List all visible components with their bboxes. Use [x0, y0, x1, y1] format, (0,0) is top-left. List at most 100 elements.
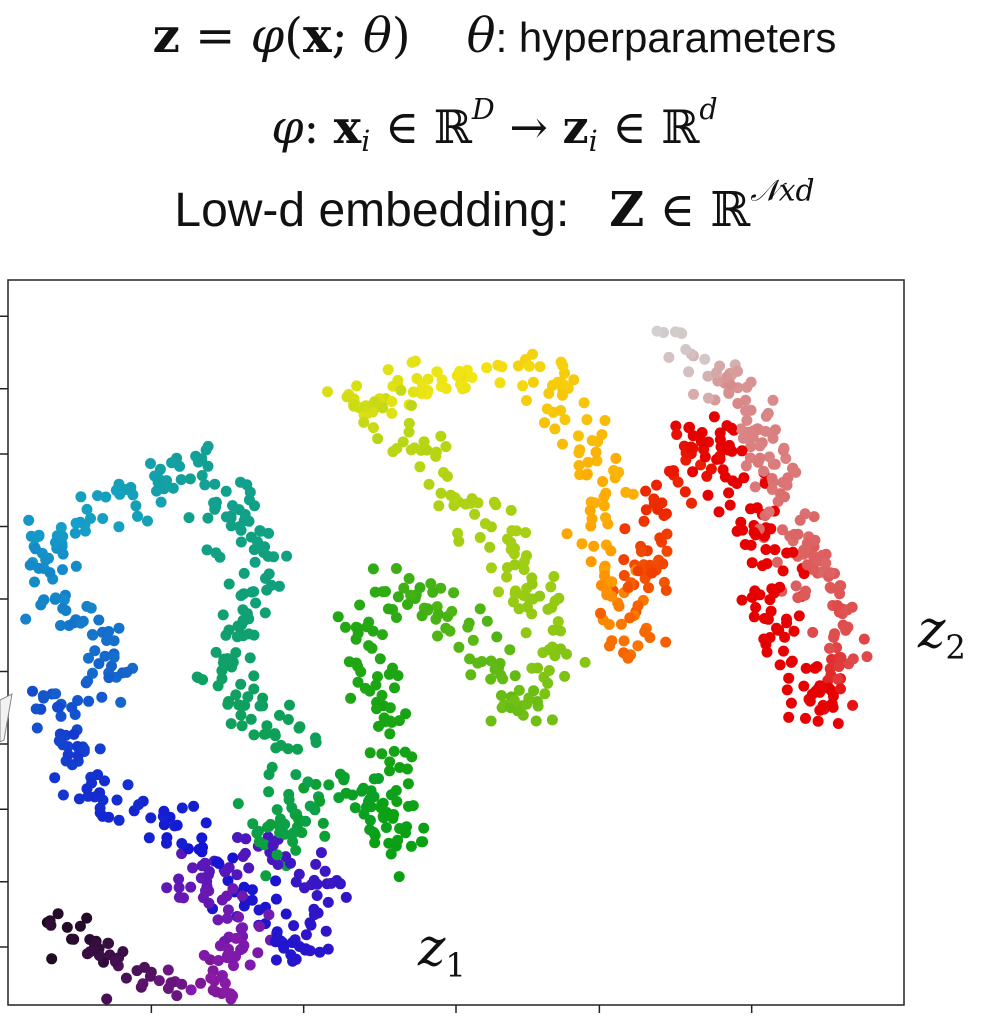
- scatter-point: [445, 489, 457, 501]
- scatter-point: [348, 399, 360, 411]
- scatter-point: [244, 652, 256, 664]
- scatter-point: [826, 698, 838, 710]
- scatter-point: [217, 657, 229, 669]
- scatter-point: [639, 626, 651, 638]
- scatter-point: [369, 586, 381, 598]
- scatter-point: [469, 508, 481, 520]
- scatter-point: [290, 844, 302, 856]
- scatter-point: [246, 884, 258, 896]
- scatter-point: [454, 365, 465, 377]
- scatter-point: [549, 423, 561, 435]
- scatter-point: [714, 450, 726, 462]
- scatter-point: [427, 586, 439, 598]
- scatter-point: [481, 362, 493, 374]
- scatter-point: [832, 718, 844, 729]
- scatter-point: [358, 416, 370, 428]
- scatter-point: [748, 611, 760, 623]
- scatter-point: [622, 652, 634, 664]
- scatter-point: [588, 540, 600, 552]
- scatter-point: [777, 524, 788, 536]
- scatter-point: [745, 539, 757, 551]
- scatter-point: [267, 839, 279, 851]
- scatter-point: [351, 622, 363, 634]
- semicolon: ;: [331, 8, 364, 64]
- scatter-point: [271, 849, 283, 861]
- scatter-point: [53, 702, 65, 713]
- scatter-point: [238, 881, 250, 893]
- scatter-point: [409, 355, 421, 367]
- scatter-point: [220, 511, 232, 523]
- scatter-point: [223, 578, 235, 590]
- scatter-point: [591, 455, 603, 467]
- scatter-point: [790, 580, 802, 592]
- scatter-point: [788, 625, 800, 637]
- scatter-point: [223, 624, 235, 636]
- scatter-point: [702, 370, 714, 382]
- scatter-point: [402, 599, 413, 610]
- scatter-point: [372, 671, 383, 683]
- scatter-point: [481, 615, 493, 627]
- scatter-point: [285, 857, 296, 869]
- scatter-point: [263, 527, 275, 539]
- scatter-point: [366, 642, 378, 654]
- scatter-point: [808, 511, 820, 523]
- scatter-point: [130, 500, 142, 512]
- scatter-point: [615, 618, 627, 630]
- scatter-point: [352, 676, 364, 688]
- scatter-point: [651, 479, 662, 491]
- scatter-point: [386, 396, 398, 407]
- scatter-point: [723, 487, 735, 499]
- scatter-point: [372, 433, 384, 445]
- scatter-point: [824, 642, 835, 654]
- x-axis-label: z1: [418, 918, 466, 985]
- scatter-point: [145, 812, 157, 824]
- scatter-point: [263, 786, 275, 798]
- scatter-point: [440, 441, 452, 453]
- scatter-point: [414, 461, 426, 473]
- scatter-point: [272, 859, 284, 870]
- scatter-point: [57, 548, 69, 560]
- scatter-point: [254, 921, 265, 932]
- scatter-point: [618, 570, 630, 581]
- scatter-point: [249, 556, 261, 568]
- scatter-point: [285, 949, 297, 961]
- scatter-point: [144, 970, 156, 982]
- scatter-point: [835, 580, 847, 592]
- scatter-point: [735, 423, 747, 435]
- scatter-point: [113, 521, 125, 533]
- scatter-point: [29, 543, 41, 555]
- scatter-point: [414, 582, 426, 594]
- hyperparameters-label: : hyperparameters: [495, 14, 837, 61]
- scatter-point: [787, 546, 799, 558]
- scatter-point: [640, 504, 652, 516]
- Z-matrix: Z: [609, 182, 645, 238]
- scatter-point: [400, 708, 412, 720]
- scatter-point: [366, 790, 378, 802]
- scatter-point: [549, 650, 561, 662]
- scatter-point: [765, 523, 777, 535]
- scatter-point: [750, 602, 762, 613]
- scatter-point: [509, 670, 521, 682]
- scatter-point: [763, 451, 775, 463]
- scatter-point: [523, 360, 535, 372]
- theta-symbol: θ: [363, 8, 392, 64]
- scatter-point: [386, 407, 398, 419]
- scatter-point: [44, 567, 56, 579]
- scatter-point: [90, 939, 102, 950]
- scatter-point: [108, 651, 120, 663]
- scatter-point: [509, 588, 521, 600]
- scatter-point: [393, 871, 405, 883]
- scatter-point: [541, 403, 553, 415]
- scatter-point: [145, 458, 156, 469]
- scatter-point: [620, 486, 632, 498]
- scatter-point: [158, 819, 170, 831]
- scatter-point: [769, 544, 781, 556]
- scatter-point: [518, 564, 530, 575]
- scatter-point: [831, 600, 843, 611]
- scatter-point: [695, 459, 707, 471]
- scatter-point: [216, 970, 228, 982]
- scatter-point: [658, 510, 670, 521]
- scatter-point: [200, 885, 211, 897]
- scatter-point: [108, 635, 120, 647]
- scatter-point: [334, 878, 346, 890]
